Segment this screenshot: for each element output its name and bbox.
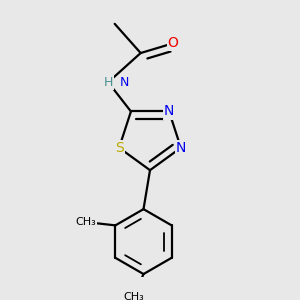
Text: N: N	[120, 76, 129, 89]
Text: CH₃: CH₃	[76, 217, 97, 227]
Text: CH₃: CH₃	[123, 292, 144, 300]
Text: O: O	[168, 36, 178, 50]
Text: S: S	[115, 141, 124, 155]
Text: H: H	[103, 76, 113, 89]
Text: N: N	[164, 104, 174, 118]
Text: N: N	[176, 141, 186, 155]
